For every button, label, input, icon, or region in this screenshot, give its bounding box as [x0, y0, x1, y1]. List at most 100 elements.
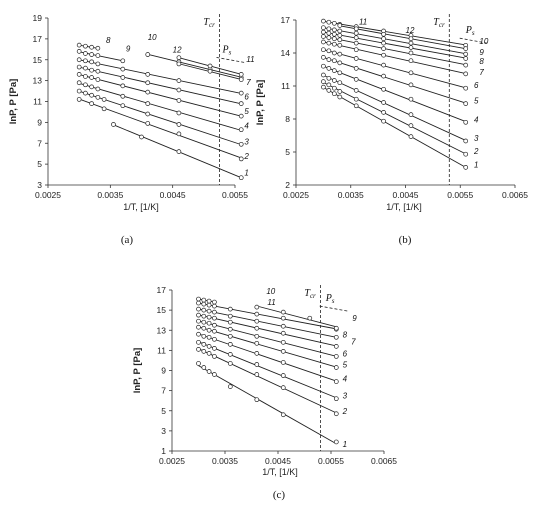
y-tick-label: 17: [157, 285, 167, 295]
series-line-8: [323, 36, 466, 66]
ps-subscript: s: [332, 297, 335, 305]
series-11: 11: [321, 17, 469, 48]
data-point: [333, 325, 339, 331]
data-point: [254, 351, 260, 356]
data-point: [408, 45, 414, 50]
series-line-5: [79, 74, 242, 117]
data-point: [212, 354, 217, 359]
chart-panel-3: 0.0025 0.0035 0.0045 0.0055 0.00651357911131…: [132, 285, 397, 501]
series-7: 7: [321, 39, 484, 77]
y-axis-label: lnP, P [Pa]: [8, 79, 19, 125]
series-line-7: [198, 314, 337, 347]
series-label-2: 2: [243, 152, 249, 161]
data-point: [206, 327, 212, 333]
data-point: [238, 127, 244, 133]
series-3: 3: [76, 88, 249, 147]
data-point: [196, 296, 201, 302]
data-point: [83, 65, 88, 71]
data-point: [353, 103, 359, 109]
data-point: [353, 56, 359, 61]
data-point: [196, 339, 201, 345]
data-point: [83, 74, 88, 79]
series-8: 8: [76, 36, 126, 64]
data-point: [463, 56, 469, 61]
data-point: [227, 352, 233, 357]
data-point: [201, 365, 207, 370]
data-point: [254, 362, 260, 367]
y-tick-label: 7: [37, 138, 42, 148]
data-point: [337, 51, 343, 57]
series-label-3: 3: [343, 392, 348, 401]
chart-panel-1: 0.0025 0.0035 0.0045 0.0055357911131517191/…: [8, 13, 255, 246]
tcr-subscript: cr: [209, 21, 215, 29]
data-point: [331, 27, 337, 33]
data-point: [353, 30, 359, 36]
data-point: [381, 110, 386, 115]
data-point: [408, 123, 414, 128]
data-point: [201, 297, 207, 303]
series-label-10: 10: [479, 37, 488, 46]
series-1: 1: [196, 361, 347, 449]
data-point: [212, 346, 217, 351]
data-point: [227, 341, 233, 347]
data-point: [321, 29, 326, 35]
data-point: [280, 349, 286, 354]
tcr-subscript: cr: [439, 21, 445, 29]
data-point: [321, 18, 326, 24]
data-point: [463, 165, 469, 170]
panel-caption: (b): [399, 234, 412, 246]
data-point: [145, 121, 151, 126]
data-point: [463, 62, 469, 68]
data-point: [227, 333, 233, 339]
data-point: [176, 78, 182, 83]
y-tick-label: 17: [281, 15, 291, 25]
series-5: 5: [76, 72, 249, 119]
data-point: [408, 50, 414, 56]
data-point: [206, 334, 212, 340]
y-axis-label: lnP, P [Pa]: [255, 80, 266, 126]
data-point: [353, 88, 359, 93]
data-point: [333, 344, 339, 349]
data-point: [463, 101, 469, 106]
y-tick-label: 3: [37, 180, 42, 190]
ps-label: Ps: [222, 44, 232, 56]
data-point: [381, 86, 386, 92]
data-point: [381, 31, 386, 37]
series-2: 2: [196, 347, 348, 417]
data-point: [331, 41, 337, 47]
y-tick-label: 11: [157, 345, 166, 355]
data-point: [381, 118, 386, 124]
series-9: 9: [321, 29, 484, 61]
series-line-4: [198, 333, 337, 382]
data-point: [333, 365, 339, 370]
data-point: [95, 68, 101, 74]
y-tick-label: 9: [161, 366, 166, 376]
x-tick-label: 0.0035: [212, 456, 238, 466]
series-label-10: 10: [148, 33, 157, 42]
data-point: [212, 328, 217, 334]
series-label-11: 11: [246, 55, 254, 64]
y-tick-label: 2: [285, 180, 290, 190]
data-point: [326, 82, 332, 88]
series-line-5: [198, 326, 337, 368]
series-6: 6: [196, 318, 348, 359]
data-point: [89, 75, 94, 80]
series-label-2: 2: [473, 147, 479, 156]
series-line-11: [323, 20, 466, 46]
series-label-4: 4: [474, 115, 479, 124]
data-point: [176, 110, 182, 116]
series-2: 2: [321, 79, 479, 157]
series-label-8: 8: [479, 57, 484, 66]
data-point: [89, 44, 94, 50]
y-tick-label: 19: [33, 13, 43, 23]
data-point: [331, 78, 337, 83]
data-point: [463, 119, 469, 125]
series-line-2: [198, 348, 337, 414]
data-point: [145, 52, 151, 57]
data-point: [201, 319, 207, 325]
panel-caption: (c): [273, 489, 286, 501]
data-point: [238, 156, 244, 162]
data-point: [120, 83, 126, 89]
y-tick-label: 1: [161, 446, 166, 456]
data-point: [280, 360, 286, 365]
